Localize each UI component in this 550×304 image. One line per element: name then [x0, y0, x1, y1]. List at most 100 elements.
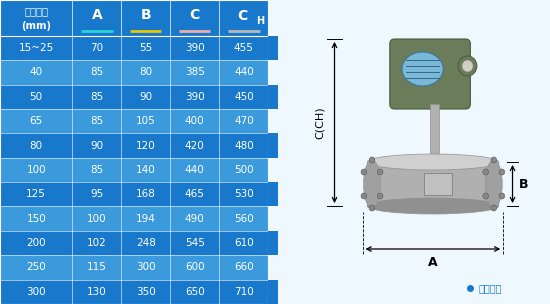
Text: 350: 350: [136, 287, 156, 297]
Text: 102: 102: [87, 238, 107, 248]
Text: 100: 100: [87, 214, 107, 224]
Text: 85: 85: [90, 67, 103, 78]
Text: 660: 660: [234, 262, 254, 272]
Bar: [0, 0, 268, 36]
Text: 85: 85: [90, 92, 103, 102]
Text: 300: 300: [26, 287, 46, 297]
Text: 50: 50: [30, 92, 43, 102]
Text: 530: 530: [234, 189, 254, 199]
Bar: [430, 104, 439, 159]
Text: C: C: [190, 8, 200, 22]
Text: 125: 125: [26, 189, 46, 199]
Text: 420: 420: [185, 140, 205, 150]
Text: 610: 610: [234, 238, 254, 248]
Text: 95: 95: [90, 189, 103, 199]
Circle shape: [377, 169, 383, 175]
Text: 390: 390: [185, 92, 205, 102]
Text: 115: 115: [87, 262, 107, 272]
Bar: [0, 280, 268, 304]
Text: 400: 400: [185, 116, 205, 126]
FancyBboxPatch shape: [390, 39, 470, 109]
Text: 80: 80: [139, 67, 152, 78]
Text: 455: 455: [234, 43, 254, 53]
Circle shape: [369, 157, 375, 163]
Text: A: A: [91, 8, 102, 22]
Text: 168: 168: [136, 189, 156, 199]
Bar: [268, 231, 278, 255]
Text: 130: 130: [87, 287, 107, 297]
Bar: [268, 182, 278, 206]
Text: 385: 385: [185, 67, 205, 78]
Bar: [0, 85, 268, 109]
Bar: [268, 36, 278, 60]
Text: 248: 248: [136, 238, 156, 248]
Text: 80: 80: [30, 140, 43, 150]
Text: 545: 545: [185, 238, 205, 248]
Circle shape: [491, 205, 497, 211]
Text: 105: 105: [136, 116, 156, 126]
Text: 465: 465: [185, 189, 205, 199]
Ellipse shape: [367, 154, 498, 170]
Ellipse shape: [402, 52, 443, 86]
Text: 仪表口径: 仪表口径: [24, 6, 48, 16]
Text: 15~25: 15~25: [19, 43, 54, 53]
Text: 100: 100: [26, 165, 46, 175]
Text: H: H: [256, 16, 264, 26]
Text: 65: 65: [30, 116, 43, 126]
Text: 常规仪表: 常规仪表: [479, 283, 502, 293]
Text: 140: 140: [136, 165, 156, 175]
Bar: [0, 133, 268, 158]
Text: B: B: [140, 8, 151, 22]
Text: 390: 390: [185, 43, 205, 53]
Circle shape: [361, 193, 367, 199]
Text: 85: 85: [90, 165, 103, 175]
Circle shape: [483, 193, 488, 199]
Text: 490: 490: [185, 214, 205, 224]
Circle shape: [369, 205, 375, 211]
Bar: [426, 154, 443, 166]
Text: 250: 250: [26, 262, 46, 272]
Text: C: C: [238, 9, 248, 22]
Bar: [268, 85, 278, 109]
Text: 440: 440: [234, 67, 254, 78]
Bar: [0, 206, 268, 231]
Text: 710: 710: [234, 287, 254, 297]
Ellipse shape: [364, 160, 381, 208]
Bar: [0, 182, 268, 206]
Text: 55: 55: [139, 43, 152, 53]
Text: 70: 70: [90, 43, 103, 53]
Text: 500: 500: [234, 165, 254, 175]
Text: 560: 560: [234, 214, 254, 224]
Bar: [0, 60, 268, 85]
Ellipse shape: [485, 160, 502, 208]
Circle shape: [499, 193, 505, 199]
Text: B: B: [519, 178, 529, 191]
Text: 450: 450: [234, 92, 254, 102]
Ellipse shape: [367, 198, 498, 214]
Text: 440: 440: [185, 165, 205, 175]
Circle shape: [377, 193, 383, 199]
Bar: [0, 36, 268, 60]
Text: 300: 300: [136, 262, 156, 272]
Bar: [268, 133, 278, 158]
Text: 120: 120: [136, 140, 156, 150]
Bar: [268, 280, 278, 304]
Text: 650: 650: [185, 287, 205, 297]
Circle shape: [458, 56, 477, 76]
Text: A: A: [428, 255, 438, 268]
Text: 470: 470: [234, 116, 254, 126]
Bar: [424, 173, 452, 195]
Circle shape: [483, 169, 488, 175]
Text: 90: 90: [90, 140, 103, 150]
Text: 480: 480: [234, 140, 254, 150]
Text: C(CH): C(CH): [315, 106, 324, 139]
Text: 600: 600: [185, 262, 205, 272]
Bar: [367, 162, 498, 206]
Circle shape: [491, 157, 497, 163]
Text: 85: 85: [90, 116, 103, 126]
Text: 90: 90: [139, 92, 152, 102]
Text: 40: 40: [30, 67, 43, 78]
Text: 194: 194: [136, 214, 156, 224]
Bar: [0, 255, 268, 280]
Circle shape: [361, 169, 367, 175]
